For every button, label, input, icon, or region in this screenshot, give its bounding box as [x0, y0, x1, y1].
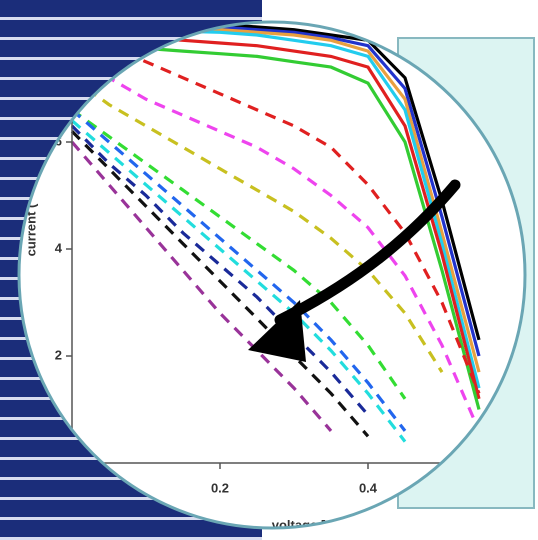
dashed-curve [71, 76, 444, 373]
solid-curve [71, 22, 481, 341]
dashed-curve [71, 33, 481, 395]
y-tick-label: 2 [55, 347, 62, 362]
arrow-shaft [274, 179, 461, 326]
magnifier-lens [19, 22, 525, 528]
dashed-curve [70, 130, 370, 438]
x-tick-label: 0.4 [359, 480, 378, 495]
x-tick-label: 0.2 [211, 480, 229, 495]
x-axis-label: voltage [V] [272, 517, 338, 532]
magnifier-rim [17, 20, 527, 530]
arrow-head [248, 300, 306, 362]
dashed-curve [71, 108, 407, 400]
dashed-curve [70, 140, 333, 432]
dashed-curve [71, 55, 481, 432]
y-tick-label: 4 [55, 240, 63, 255]
